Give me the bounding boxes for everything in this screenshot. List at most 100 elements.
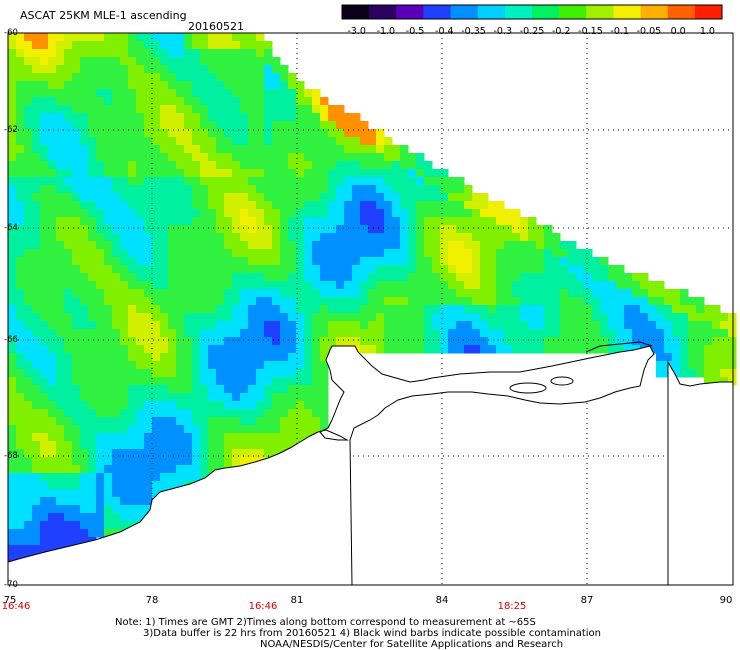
wind-cell: [232, 113, 241, 122]
wind-cell: [16, 553, 25, 562]
wind-cell: [48, 225, 57, 234]
wind-cell: [384, 265, 393, 274]
wind-cell: [48, 113, 57, 122]
wind-cell: [136, 433, 145, 442]
wind-cell: [184, 457, 193, 466]
wind-cell: [576, 329, 585, 338]
wind-cell: [96, 201, 105, 210]
wind-cell: [136, 505, 145, 514]
wind-cell: [72, 433, 81, 442]
wind-cell: [496, 297, 505, 306]
footer-note-1: Note: 1) Times are GMT 2)Times along bot…: [115, 617, 536, 628]
wind-cell: [224, 137, 233, 146]
wind-cell: [456, 193, 465, 202]
wind-cell: [80, 449, 89, 458]
wind-cell: [16, 441, 25, 450]
wind-cell: [48, 305, 57, 314]
wind-cell: [120, 57, 129, 66]
wind-cell: [352, 145, 361, 154]
wind-cell: [456, 233, 465, 242]
wind-cell: [360, 129, 369, 138]
wind-cell: [472, 305, 481, 314]
wind-cell: [464, 233, 473, 242]
wind-cell: [32, 81, 41, 90]
wind-cell: [448, 345, 457, 354]
wind-cell: [432, 321, 441, 330]
wind-cell: [200, 425, 209, 434]
wind-cell: [280, 81, 289, 90]
wind-cell: [88, 105, 97, 114]
wind-cell: [328, 201, 337, 210]
wind-cell: [160, 337, 169, 346]
wind-cell: [256, 313, 265, 322]
wind-cell: [256, 73, 265, 82]
wind-cell: [24, 409, 33, 418]
wind-cell: [224, 273, 233, 282]
wind-cell: [96, 105, 105, 114]
wind-cell: [288, 121, 297, 130]
wind-cell: [104, 33, 113, 42]
wind-cell: [208, 201, 217, 210]
wind-cell: [40, 433, 49, 442]
wind-cell: [248, 361, 257, 370]
wind-cell: [224, 73, 233, 82]
wind-cell: [248, 345, 257, 354]
wind-cell: [376, 153, 385, 162]
wind-cell: [40, 41, 49, 50]
wind-cell: [136, 289, 145, 298]
wind-cell: [488, 209, 497, 218]
wind-cell: [552, 289, 561, 298]
wind-cell: [224, 249, 233, 258]
wind-cell: [272, 401, 281, 410]
wind-cell: [272, 225, 281, 234]
wind-cell: [24, 513, 33, 522]
wind-cell: [88, 241, 97, 250]
wind-cell: [40, 505, 49, 514]
wind-cell: [264, 193, 273, 202]
wind-cell: [296, 129, 305, 138]
wind-cell: [176, 201, 185, 210]
wind-cell: [72, 329, 81, 338]
wind-cell: [168, 321, 177, 330]
wind-cell: [392, 217, 401, 226]
wind-cell: [216, 105, 225, 114]
wind-cell: [608, 281, 617, 290]
wind-cell: [72, 369, 81, 378]
wind-cell: [296, 105, 305, 114]
wind-cell: [280, 177, 289, 186]
colorbar-segment: [504, 5, 533, 19]
wind-cell: [80, 489, 89, 498]
wind-cell: [352, 113, 361, 122]
wind-cell: [96, 137, 105, 146]
wind-cell: [240, 177, 249, 186]
wind-cell: [8, 385, 17, 394]
wind-cell: [280, 153, 289, 162]
wind-cell: [16, 113, 25, 122]
wind-cell: [320, 329, 329, 338]
wind-cell: [184, 177, 193, 186]
wind-cell: [176, 41, 185, 50]
wind-cell: [184, 289, 193, 298]
wind-cell: [152, 273, 161, 282]
wind-cell: [312, 289, 321, 298]
wind-cell: [96, 41, 105, 50]
wind-cell: [144, 433, 153, 442]
wind-cell: [688, 345, 697, 354]
wind-cell: [8, 161, 17, 170]
wind-cell: [24, 153, 33, 162]
colorbar-label: -0.05: [636, 26, 662, 37]
wind-cell: [320, 353, 329, 362]
wind-cell: [392, 289, 401, 298]
wind-cell: [16, 345, 25, 354]
wind-cell: [328, 281, 337, 290]
wind-cell: [248, 209, 257, 218]
wind-cell: [56, 129, 65, 138]
wind-cell: [56, 305, 65, 314]
wind-cell: [688, 337, 697, 346]
wind-cell: [32, 265, 41, 274]
wind-cell: [440, 305, 449, 314]
wind-cell: [152, 89, 161, 98]
wind-cell: [240, 369, 249, 378]
wind-cell: [240, 433, 249, 442]
wind-cell: [120, 185, 129, 194]
